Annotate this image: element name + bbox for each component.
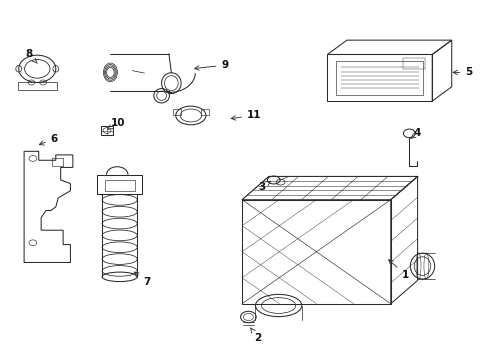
Text: 3: 3 [257, 181, 270, 192]
Text: 2: 2 [250, 328, 261, 343]
Bar [18, 82, 57, 90]
Bar [402, 58, 424, 69]
Text: 9: 9 [194, 60, 228, 70]
Bar [52, 158, 63, 166]
Text: 6: 6 [39, 134, 58, 145]
Bar [97, 175, 142, 194]
Bar [242, 200, 390, 304]
Text: 7: 7 [134, 272, 150, 287]
Text: 10: 10 [107, 118, 125, 130]
Text: 1: 1 [388, 260, 408, 280]
Text: 11: 11 [231, 111, 261, 121]
Bar [327, 54, 431, 101]
Bar [172, 109, 180, 115]
Text: 5: 5 [452, 67, 471, 77]
Text: 8: 8 [25, 49, 37, 63]
Bar [201, 109, 208, 115]
Bar [101, 126, 113, 135]
Text: 4: 4 [410, 129, 421, 138]
Bar [104, 180, 135, 191]
Bar [335, 61, 423, 95]
